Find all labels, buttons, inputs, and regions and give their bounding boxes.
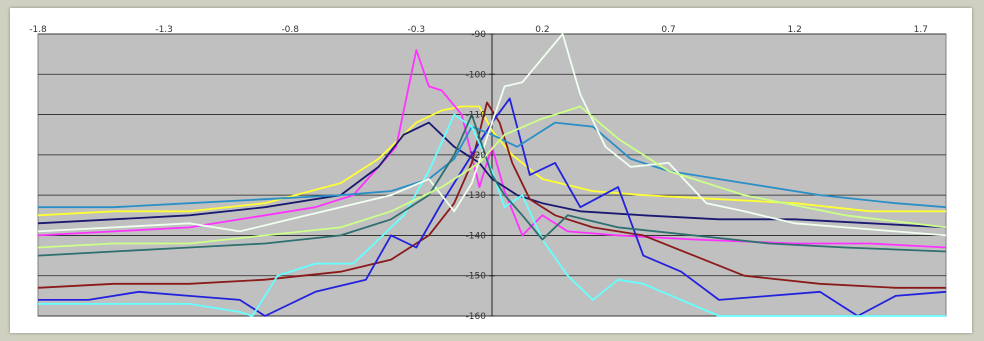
series-line-2 bbox=[37, 49, 947, 249]
x-tick-label: -0.3 bbox=[408, 25, 426, 35]
x-tick-label: 0.2 bbox=[535, 25, 549, 35]
chart-frame: -1.8 -1.3 -0.8 -0.3 0.2 0.7 1.2 1.7 -90 -100 -110… bbox=[10, 8, 972, 333]
series-line-5 bbox=[38, 97, 947, 317]
y-tick-label: -110 bbox=[466, 111, 487, 121]
series-line-8 bbox=[37, 33, 947, 237]
y-tick-label: -100 bbox=[466, 70, 487, 80]
x-tick-label: 1.2 bbox=[788, 25, 802, 35]
series-line-7 bbox=[38, 113, 946, 317]
series-line-6 bbox=[38, 121, 947, 209]
series-line-1 bbox=[37, 105, 946, 217]
y-tick-label: -120 bbox=[466, 151, 487, 161]
x-tick-label: -1.3 bbox=[155, 25, 173, 35]
x-tick-label: -1.8 bbox=[29, 25, 47, 35]
x-tick-label: -0.8 bbox=[281, 25, 299, 35]
series-line-10 bbox=[37, 105, 947, 249]
line-chart: -1.8 -1.3 -0.8 -0.3 0.2 0.7 1.2 1.7 -90 -100 -110… bbox=[29, 25, 947, 322]
series-line-9 bbox=[37, 113, 947, 257]
y-tick-label: -150 bbox=[466, 272, 487, 282]
y-tick-label: -140 bbox=[466, 231, 487, 241]
x-tick-label: 1.7 bbox=[914, 25, 928, 35]
series-group bbox=[37, 33, 947, 317]
x-tick-label: 0.7 bbox=[661, 25, 675, 35]
x-tick-labels: -1.8 -1.3 -0.8 -0.3 0.2 0.7 1.2 1.7 bbox=[29, 25, 928, 35]
series-line-4 bbox=[37, 101, 946, 289]
y-tick-labels: -90 -100 -110 -120 -130 -140 -150 -160 bbox=[466, 30, 487, 322]
y-tick-label: -130 bbox=[466, 191, 487, 201]
y-tick-label: -90 bbox=[471, 30, 486, 40]
y-tick-label: -160 bbox=[466, 312, 487, 322]
